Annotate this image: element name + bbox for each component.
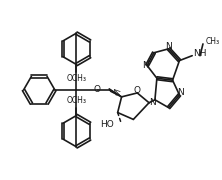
Text: N: N <box>150 98 156 107</box>
Text: N: N <box>177 88 184 97</box>
Text: NH: NH <box>193 49 207 58</box>
Text: HO: HO <box>100 120 114 129</box>
Polygon shape <box>109 89 122 97</box>
Text: OCH₃: OCH₃ <box>66 74 87 83</box>
Text: N: N <box>142 61 149 70</box>
Text: O: O <box>134 86 141 95</box>
Text: O: O <box>93 86 101 94</box>
Text: CH₃: CH₃ <box>206 37 220 46</box>
Text: OCH₃: OCH₃ <box>66 96 87 105</box>
Text: N: N <box>165 42 172 51</box>
